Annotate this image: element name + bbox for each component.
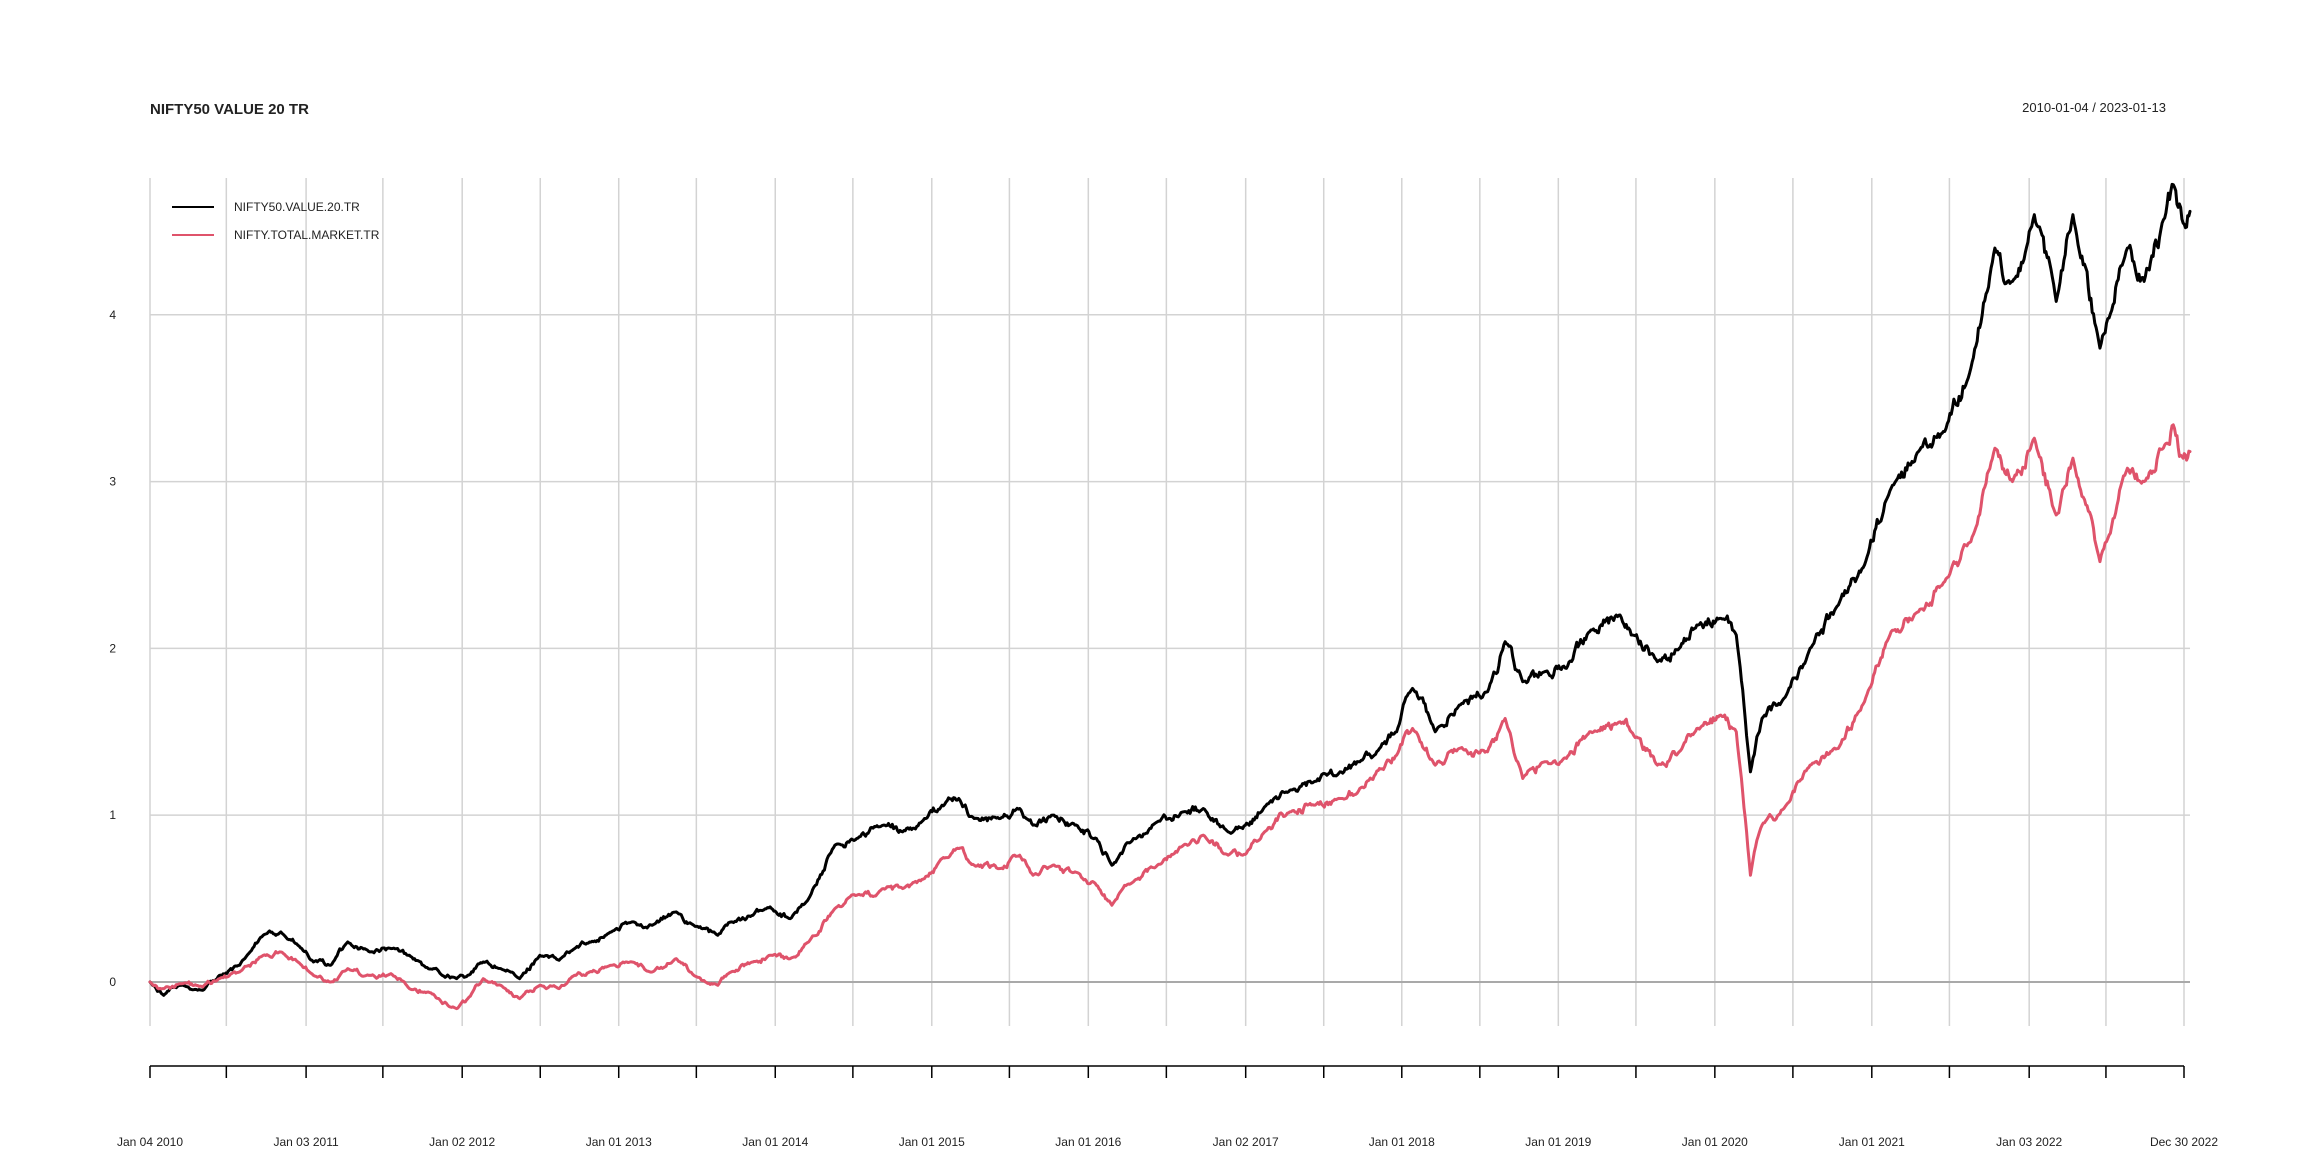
y-tick-label: 0 [109,975,116,989]
x-tick-label: Jan 01 2018 [1369,1135,1435,1149]
legend-label: NIFTY50.VALUE.20.TR [234,200,360,214]
x-tick-label: Jan 01 2014 [742,1135,808,1149]
x-tick-label: Jan 01 2013 [586,1135,652,1149]
x-tick-label: Jan 01 2015 [899,1135,965,1149]
x-tick-label: Jan 02 2017 [1213,1135,1279,1149]
legend-label: NIFTY.TOTAL.MARKET.TR [234,228,380,242]
y-tick-label: 2 [109,641,116,655]
axes: Jan 04 2010 Jan 03 2011 Jan 02 2012 Jan 01 … [109,308,2218,1149]
x-tick-label: Jan 04 2010 [117,1135,183,1149]
chart-title: NIFTY50 VALUE 20 TR [150,101,309,118]
x-tick-label: Jan 03 2022 [1996,1135,2062,1149]
x-tick-label: Jan 01 2016 [1055,1135,1121,1149]
chart-subtitle: 2010-01-04 / 2023-01-13 [2022,100,2166,115]
y-tick-label: 1 [109,808,116,822]
series-line-1 [148,423,2192,1011]
x-tick-label: Jan 01 2019 [1525,1135,1591,1149]
x-tick-label: Dec 30 2022 [2150,1135,2218,1149]
y-tick-label: 3 [109,475,116,489]
x-tick-label: Jan 01 2021 [1839,1135,1905,1149]
y-tick-label: 4 [109,308,116,322]
series-lines [148,182,2192,1011]
legend: NIFTY50.VALUE.20.TR NIFTY.TOTAL.MARKET.TR [172,200,380,242]
x-tick-label: Jan 03 2011 [274,1135,339,1149]
series-line-0 [148,182,2192,997]
gridlines [149,178,2190,1026]
x-tick-label: Jan 01 2020 [1682,1135,1748,1149]
x-tick-label: Jan 02 2012 [429,1135,495,1149]
